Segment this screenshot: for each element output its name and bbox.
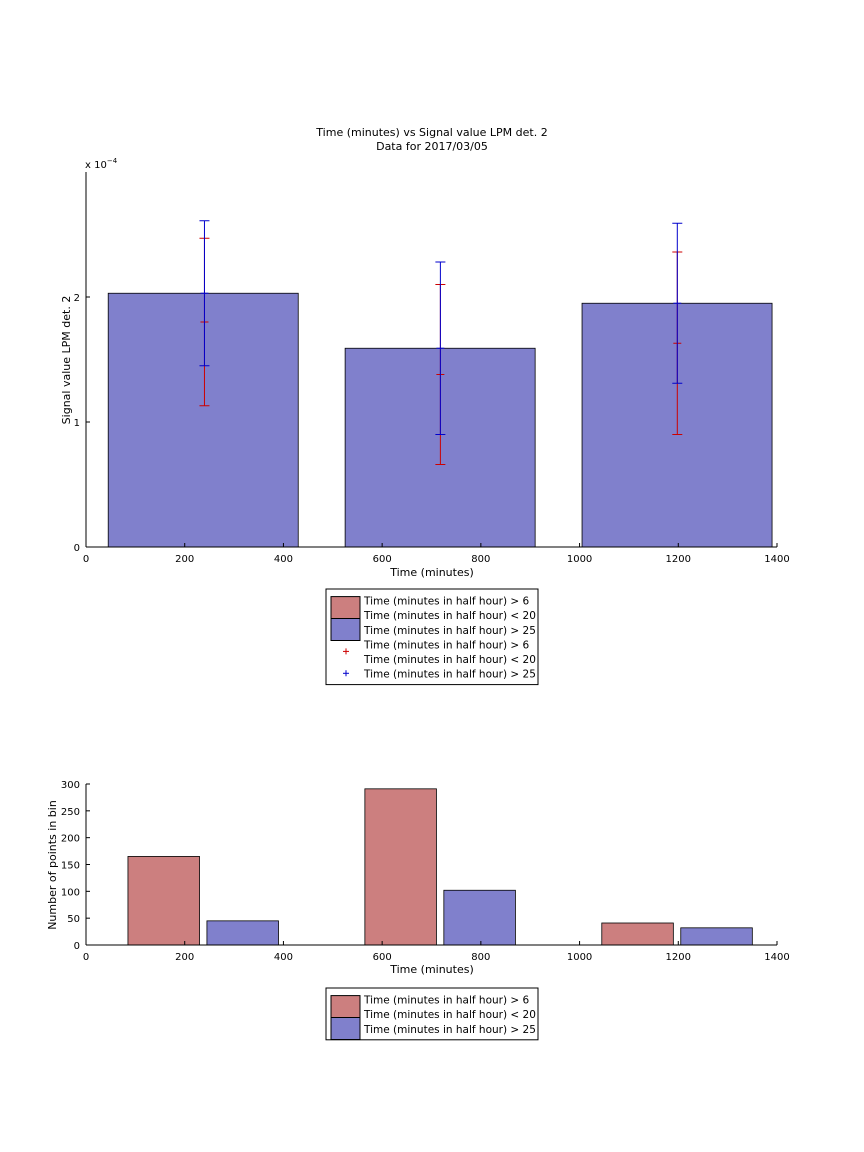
- x-tick-label: 400: [274, 554, 293, 565]
- x-tick-label: 600: [373, 554, 392, 565]
- y-tick-label: 50: [67, 914, 80, 925]
- legend-label: Time (minutes in half hour) > 25: [363, 625, 536, 637]
- x-tick-label: 200: [175, 554, 194, 565]
- bar: [364, 788, 437, 946]
- y-tick-label: 300: [61, 780, 80, 791]
- x-tick-label: 800: [471, 952, 490, 963]
- y-tick-label: 2: [74, 293, 80, 304]
- legend-label: Time (minutes in half hour) < 20: [363, 610, 536, 622]
- y-exponent-power: −4: [107, 157, 118, 165]
- legend-label: Time (minutes in half hour) > 25: [363, 669, 536, 681]
- chart-subtitle: Data for 2017/03/05: [376, 140, 488, 153]
- legend-box: [325, 588, 539, 686]
- y-axis-label: Signal value LPM det. 2: [60, 296, 73, 425]
- y-tick-label: 150: [61, 861, 80, 872]
- legend-label: Time (minutes in half hour) > 6: [363, 995, 530, 1007]
- x-tick-label: 1400: [764, 554, 789, 565]
- legend-swatch: [330, 1017, 361, 1040]
- x-axis-label: Time (minutes): [389, 566, 474, 579]
- bar: [107, 292, 299, 548]
- legend-label: Time (minutes in half hour) < 20: [363, 654, 536, 666]
- x-tick-label: 1200: [666, 554, 691, 565]
- bar: [680, 927, 753, 946]
- x-tick-label: 800: [471, 554, 490, 565]
- x-tick-label: 600: [373, 952, 392, 963]
- y-tick-label: 200: [61, 834, 80, 845]
- x-tick-label: 0: [83, 554, 89, 565]
- legend: Time (minutes in half hour) > 6 Time (min…: [325, 588, 539, 686]
- x-tick-label: 0: [83, 952, 89, 963]
- legend-label: Time (minutes in half hour) > 25: [363, 1024, 536, 1036]
- y-tick-label: 1: [74, 418, 80, 429]
- legend-swatch: [330, 596, 361, 620]
- y-tick-label: 100: [61, 887, 80, 898]
- count-chart: 0 200 400 600 800 1000 1200 1400 0 50 100 150 200 250…: [46, 780, 790, 1041]
- x-tick-label: 1400: [764, 952, 789, 963]
- bar: [206, 920, 279, 946]
- bar: [601, 922, 674, 946]
- legend-box: [325, 987, 539, 1041]
- signal-chart: Time (minutes) vs Signal value LPM det. …: [60, 126, 790, 686]
- x-tick-label: 1000: [567, 952, 592, 963]
- legend-swatch: [330, 995, 361, 1019]
- y-tick-label: 250: [61, 807, 80, 818]
- x-axis-label: Time (minutes): [389, 963, 474, 976]
- legend-label: Time (minutes in half hour) < 20: [363, 1009, 536, 1021]
- x-tick-label: 200: [175, 952, 194, 963]
- legend: Time (minutes in half hour) > 6 Time (min…: [325, 987, 539, 1041]
- bar: [443, 889, 516, 946]
- legend-swatch: [330, 618, 361, 641]
- y-tick-label: 0: [74, 941, 80, 952]
- legend-label: Time (minutes in half hour) > 6: [363, 639, 530, 651]
- y-exponent-label: x 10−4: [85, 157, 118, 171]
- bar: [127, 856, 200, 946]
- legend-label: Time (minutes in half hour) > 6: [363, 596, 530, 608]
- chart-title: Time (minutes) vs Signal value LPM det. …: [315, 126, 547, 139]
- x-tick-label: 1000: [567, 554, 592, 565]
- x-tick-label: 1200: [666, 952, 691, 963]
- y-tick-label: 0: [74, 543, 80, 554]
- x-tick-label: 400: [274, 952, 293, 963]
- y-axis-label: Number of points in bin: [46, 800, 59, 930]
